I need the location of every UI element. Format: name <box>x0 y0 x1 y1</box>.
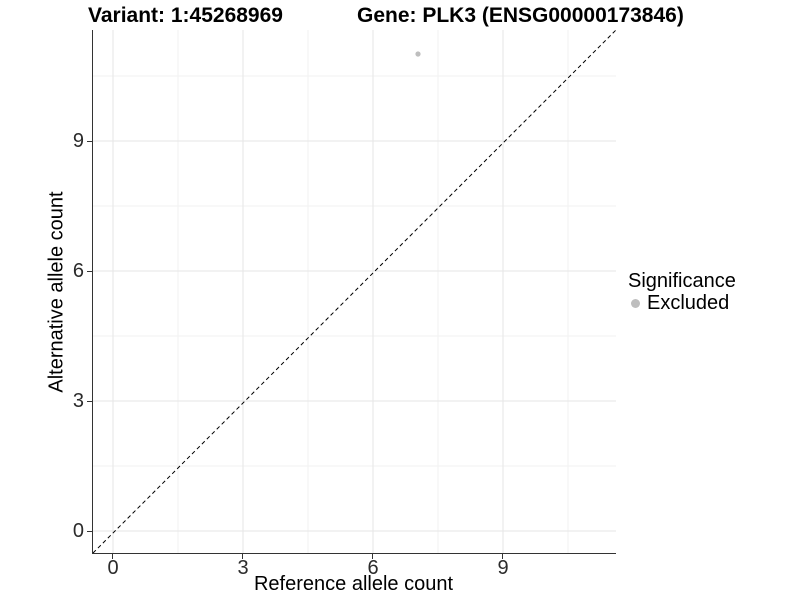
y-tick-3 <box>87 401 92 402</box>
plot-area-svg <box>93 30 616 553</box>
major-gridlines <box>93 30 616 553</box>
x-tick-label-3: 3 <box>237 557 249 579</box>
legend-title: Significance <box>628 270 736 292</box>
y-axis-title: Alternative allele count <box>45 191 68 393</box>
x-axis-title: Reference allele count <box>253 573 453 595</box>
y-tick-0 <box>87 531 92 532</box>
x-tick-3 <box>242 554 243 559</box>
data-point-excluded <box>415 51 421 57</box>
plot-panel <box>92 30 616 554</box>
plot-title-gene: Gene: PLK3 (ENSG00000173846) <box>357 4 684 27</box>
x-tick-0 <box>112 554 113 559</box>
x-tick-label-9: 9 <box>497 557 509 579</box>
plot-title-variant: Variant: 1:45268969 <box>88 4 283 27</box>
legend-item-label: Excluded <box>647 291 730 314</box>
identity-line <box>93 30 616 553</box>
legend: Significance Excluded <box>628 270 736 314</box>
y-tick-label-6: 6 <box>72 260 84 282</box>
minor-gridlines <box>93 30 616 553</box>
y-tick-label-9: 9 <box>72 130 84 152</box>
y-tick-9 <box>87 141 92 142</box>
y-tick-label-3: 3 <box>72 390 84 412</box>
y-tick-label-0: 0 <box>72 520 84 542</box>
x-tick-label-6: 6 <box>367 557 379 579</box>
x-tick-6 <box>372 554 373 559</box>
legend-item-excluded: Excluded <box>628 292 736 314</box>
x-tick-label-0: 0 <box>107 557 119 579</box>
x-tick-9 <box>502 554 503 559</box>
excluded-dot-icon <box>631 298 640 308</box>
y-tick-6 <box>87 271 92 272</box>
